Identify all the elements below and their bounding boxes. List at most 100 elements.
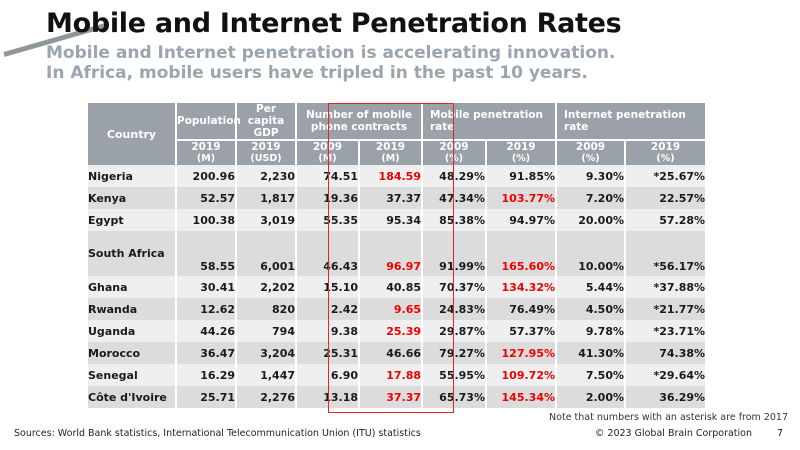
table-row: Morocco 36.47 3,204 25.31 46.66 79.27% 127.95%… [88, 342, 706, 364]
cell-value: 96.97 [359, 231, 423, 276]
table-row: Uganda 44.26 794 9.38 25.39 29.87% 57.37% 9.78%… [88, 320, 706, 342]
subheader-mobile-rate-2019: 2019 (%) [486, 140, 558, 165]
cell-value: 127.95% [486, 342, 558, 364]
cell-value: 46.43 [296, 231, 360, 276]
cell-value: 2,276 [236, 386, 297, 408]
cell-value: 184.59 [359, 165, 423, 187]
cell-country: Rwanda [88, 298, 177, 320]
subheader-year: 2019 [650, 141, 681, 153]
table-row: South Africa 58.55 6,001 46.43 96.97 91.99% 16… [88, 231, 706, 276]
table-header-group-row: Country Population Per capita GDP Number… [88, 103, 706, 165]
cell-value: 16.29 [176, 364, 237, 386]
page-title: Mobile and Internet Penetration Rates [46, 8, 622, 39]
page-number: 7 [776, 428, 783, 439]
cell-value: 57.37% [486, 320, 558, 342]
cell-value: 100.38 [176, 209, 237, 231]
copyright-note: © 2023 Global Brain Corporation [594, 428, 752, 439]
cell-value: 76.49% [486, 298, 558, 320]
cell-value: 1,817 [236, 187, 297, 209]
cell-value: 17.88 [359, 364, 423, 386]
table-row: Egypt 100.38 3,019 55.35 95.34 85.38% 94.97% 20… [88, 209, 706, 231]
subheader-unit: (M) [318, 153, 337, 164]
subheader-gdp-2019: 2019 (USD) [236, 140, 297, 165]
cell-value: 25.31 [296, 342, 360, 364]
cell-value: *37.88% [625, 276, 706, 298]
cell-value: 9.30% [556, 165, 627, 187]
cell-value: 94.97% [486, 209, 558, 231]
cell-country: Nigeria [88, 165, 177, 187]
table-row: Ghana 30.41 2,202 15.10 40.85 70.37% 134.32% 5.… [88, 276, 706, 298]
table-row: Côte d'Ivoire 25.71 2,276 13.18 37.37 65.73% 1… [88, 386, 706, 408]
header-group-per-capita-gdp: Per capita GDP [236, 103, 297, 141]
subheader-year: 2019 [506, 141, 536, 153]
cell-value: 200.96 [176, 165, 237, 187]
subheader-population-2019: 2019 (M) [176, 140, 237, 165]
cell-value: 6.90 [296, 364, 360, 386]
cell-value: 820 [236, 298, 297, 320]
cell-value: 74.51 [296, 165, 360, 187]
cell-value: 46.66 [359, 342, 423, 364]
header-country: Country [88, 103, 177, 165]
page-subtitle: Mobile and Internet penetration is accel… [46, 43, 786, 83]
cell-value: 24.83% [422, 298, 487, 320]
cell-value: 10.00% [556, 231, 627, 276]
page-subtitle-line-1: Mobile and Internet penetration is accel… [46, 43, 616, 63]
cell-country: Senegal [88, 364, 177, 386]
subheader-year: 2019 [375, 141, 406, 153]
cell-value: 85.38% [422, 209, 487, 231]
cell-value: 2,202 [236, 276, 297, 298]
cell-value: 9.65 [359, 298, 423, 320]
cell-value: 36.47 [176, 342, 237, 364]
cell-value: 6,001 [236, 231, 297, 276]
cell-value: 109.72% [486, 364, 558, 386]
cell-value: 55.95% [422, 364, 487, 386]
cell-value: 79.27% [422, 342, 487, 364]
subheader-internet-rate-2009: 2009 (%) [556, 140, 627, 165]
sources-note: Sources: World Bank statistics, Internat… [14, 428, 421, 439]
cell-value: *23.71% [625, 320, 706, 342]
table-body: Nigeria 200.96 2,230 74.51 184.59 48.29% 91.85… [88, 165, 706, 408]
table-header: Country Population Per capita GDP Number… [88, 103, 706, 165]
cell-country: Egypt [88, 209, 177, 231]
asterisk-note: Note that numbers with an asterisk are f… [549, 412, 788, 423]
cell-value: 165.60% [486, 231, 558, 276]
cell-value: 794 [236, 320, 297, 342]
cell-value: *56.17% [625, 231, 706, 276]
cell-value: 44.26 [176, 320, 237, 342]
cell-value: 48.29% [422, 165, 487, 187]
cell-value: 36.29% [625, 386, 706, 408]
cell-value: 12.62 [176, 298, 237, 320]
cell-value: 3,204 [236, 342, 297, 364]
cell-value: 145.34% [486, 386, 558, 408]
cell-value: 65.73% [422, 386, 487, 408]
cell-value: 37.37 [359, 187, 423, 209]
cell-value: 15.10 [296, 276, 360, 298]
cell-value: *29.64% [625, 364, 706, 386]
cell-value: 2.42 [296, 298, 360, 320]
subheader-unit: (%) [444, 153, 464, 164]
cell-value: 52.57 [176, 187, 237, 209]
subheader-contracts-2019: 2019 (M) [359, 140, 423, 165]
cell-value: 57.28% [625, 209, 706, 231]
cell-value: 2,230 [236, 165, 297, 187]
cell-value: 25.71 [176, 386, 237, 408]
cell-country: Côte d'Ivoire [88, 386, 177, 408]
subheader-year: 2009 [439, 141, 469, 153]
header-group-internet-penetration-rate: Internet penetration rate [556, 103, 706, 141]
cell-value: 25.39 [359, 320, 423, 342]
table-header-subrow: 2019 (M) 2019 (USD) 2009 (M) 2019 (M) 20… [88, 140, 706, 165]
cell-value: 95.34 [359, 209, 423, 231]
cell-value: 91.99% [422, 231, 487, 276]
table-row: Nigeria 200.96 2,230 74.51 184.59 48.29% 91.85… [88, 165, 706, 187]
penetration-table-wrapper: Country Population Per capita GDP Number… [88, 103, 706, 408]
table-row: Rwanda 12.62 820 2.42 9.65 24.83% 76.49% 4.50% *… [88, 298, 706, 320]
subheader-year: 2009 [575, 141, 606, 153]
cell-value: 70.37% [422, 276, 487, 298]
cell-value: 19.36 [296, 187, 360, 209]
cell-value: 37.37 [359, 386, 423, 408]
cell-value: 7.20% [556, 187, 627, 209]
subheader-unit: (%) [656, 153, 675, 164]
page-subtitle-line-2: In Africa, mobile users have tripled in … [46, 63, 588, 83]
title-block: Mobile and Internet Penetration Rates Mo… [46, 8, 786, 83]
subheader-year: 2019 [251, 141, 281, 153]
